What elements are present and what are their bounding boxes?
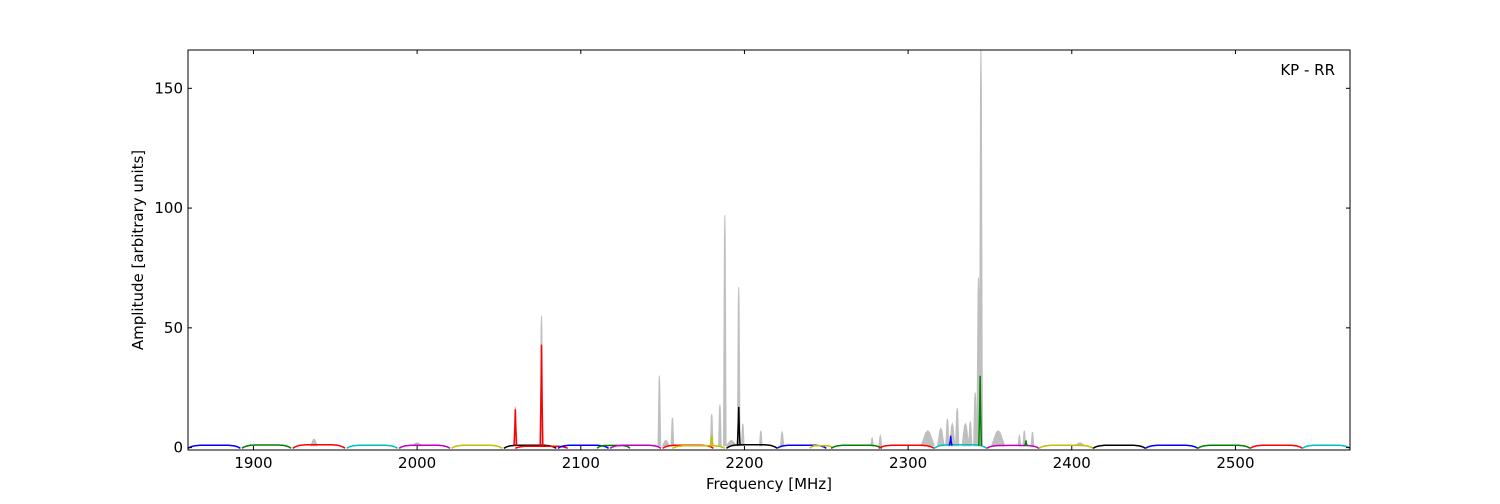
y-tick-label: 0 [173, 439, 183, 457]
x-tick-label: 2300 [889, 454, 927, 472]
y-tick-label: 100 [154, 199, 183, 217]
gray-peak [961, 422, 970, 447]
series-segment [1145, 444, 1199, 449]
y-axis: 0 50 100 150 [154, 79, 1350, 457]
series-segment [1092, 444, 1146, 449]
x-tick-label: 2400 [1053, 454, 1091, 472]
x-axis: 1900 2000 2100 2200 2300 2400 2500 [234, 50, 1255, 472]
series-segment [1038, 444, 1094, 449]
gray-peak [920, 430, 936, 447]
series-segment [188, 444, 241, 449]
gray-peak [779, 430, 785, 447]
gray-peak [1017, 434, 1022, 447]
x-tick-label: 2100 [562, 454, 600, 472]
gray-peak [1030, 431, 1035, 447]
series-segment [398, 444, 451, 449]
plot-frame [187, 49, 1351, 451]
y-tick-label: 150 [154, 79, 183, 97]
series-segment [451, 444, 503, 449]
gray-peak [722, 215, 727, 447]
series-segment [830, 444, 883, 449]
series-segment [609, 444, 662, 449]
gray-peak [740, 423, 745, 447]
gray-peak [937, 427, 945, 447]
gray-peak [718, 404, 722, 447]
x-tick-label: 1900 [234, 454, 272, 472]
x-tick-label: 2000 [398, 454, 436, 472]
series-segment [1302, 444, 1350, 449]
gray-peak [661, 439, 671, 447]
gray-peak [870, 436, 874, 447]
colored-peak [948, 435, 953, 446]
series-segment [933, 443, 988, 449]
series-segment [672, 444, 726, 449]
series-segment [725, 443, 778, 449]
series-segment [515, 445, 568, 449]
x-axis-label: Frequency [MHz] [706, 475, 832, 493]
gray-envelope [309, 50, 1087, 447]
colored-peaks [513, 344, 1028, 447]
series-segment [878, 444, 935, 449]
gray-peak [657, 375, 662, 447]
colored-peak [513, 409, 518, 446]
series-segment [292, 443, 346, 449]
gray-peak [670, 417, 675, 447]
gray-peak [990, 430, 1006, 447]
series-segment [1197, 444, 1251, 449]
x-tick-label: 2500 [1216, 454, 1254, 472]
y-axis-label: Amplitude [arbitrary units] [129, 150, 147, 350]
series-segment [346, 444, 398, 449]
series-segment [986, 444, 1040, 449]
gray-peak [955, 408, 960, 447]
annotation-label: KP - RR [1280, 61, 1335, 79]
colored-peak [978, 375, 983, 446]
gray-peak [758, 430, 763, 447]
series-segment [809, 444, 834, 449]
y-tick-label: 50 [164, 319, 183, 337]
colored-peak [1023, 440, 1028, 447]
colored-peak [539, 344, 544, 446]
x-tick-label: 2200 [725, 454, 763, 472]
gray-peak [945, 418, 950, 447]
series-segment [241, 444, 292, 449]
series-lines [188, 443, 1350, 449]
gray-peak [968, 421, 973, 447]
colored-peak [736, 406, 741, 446]
gray-peak [973, 392, 978, 447]
gray-peak [878, 434, 883, 447]
colored-peak [709, 435, 714, 446]
series-segment [1249, 444, 1303, 449]
